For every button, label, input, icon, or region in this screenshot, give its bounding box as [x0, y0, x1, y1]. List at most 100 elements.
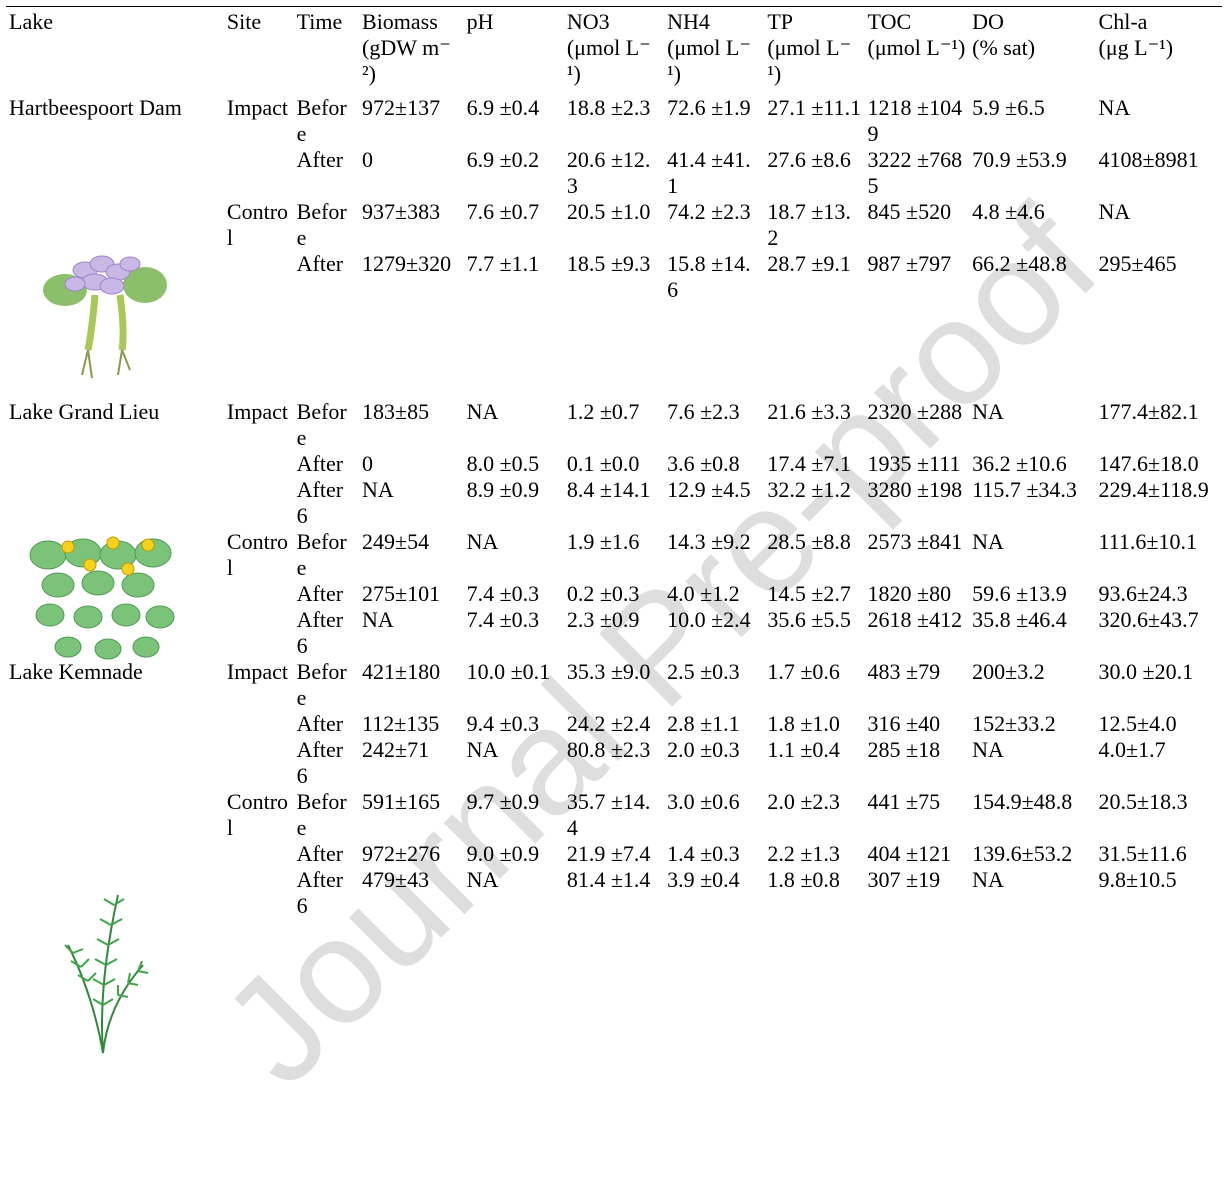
lake-name: Hartbeespoort Dam [9, 95, 182, 120]
value-cell: 5.9 ±6.5 [972, 95, 1045, 120]
plant-submerged [64, 894, 149, 1054]
value-cell: 441 ±75 [867, 789, 941, 814]
table-row: Control Before 591±165 9.7 ±0.9 35.7 ±14.4 3.… [6, 789, 1222, 841]
value-cell: 20.5±18.3 [1098, 789, 1188, 814]
value-cell: 17.4 ±7.1 [767, 451, 851, 476]
value-cell: 242±71 [362, 737, 430, 762]
value-cell: 154.9±48.8 [972, 789, 1073, 814]
value-cell: 93.6±24.3 [1098, 581, 1188, 606]
value-cell: 27.1 ±11.1 [767, 95, 862, 120]
value-cell: 10.0 ±2.4 [667, 607, 751, 632]
site-cell: Control [224, 199, 294, 251]
time-cell: After [296, 451, 344, 476]
lake-cell [6, 147, 224, 199]
time-cell: After 6 [296, 477, 344, 528]
value-cell: 479±43 [362, 867, 430, 892]
time-cell: Before [296, 529, 347, 580]
value-cell: 2573 ±841 [867, 529, 963, 554]
value-cell: 1.1 ±0.4 [767, 737, 840, 762]
value-cell: 74.2 ±2.3 [667, 199, 751, 224]
value-cell: 66.2 ±48.8 [972, 251, 1067, 276]
value-cell: 35.7 ±14.4 [566, 789, 651, 840]
column-header: NH4 (μmol L⁻¹) [664, 7, 764, 96]
value-cell: 316 ±40 [867, 711, 941, 736]
site-cell [224, 251, 294, 303]
value-cell: 4108±8981 [1098, 147, 1199, 172]
spacer-cell [6, 303, 1222, 399]
value-cell: 483 ±79 [867, 659, 941, 684]
value-cell: 10.0 ±0.1 [466, 659, 551, 684]
lake-cell [6, 789, 224, 841]
value-cell: 1.8 ±1.0 [767, 711, 840, 736]
site-cell [224, 477, 294, 529]
value-cell: 36.2 ±10.6 [972, 451, 1067, 476]
value-cell: 2.8 ±1.1 [667, 711, 740, 736]
value-cell: 147.6±18.0 [1098, 451, 1199, 476]
value-cell: 7.6 ±2.3 [667, 399, 740, 424]
site-name: Control [226, 199, 289, 250]
value-cell: NA [1098, 95, 1131, 120]
value-cell: 31.5±11.6 [1098, 841, 1187, 866]
value-cell: 3.0 ±0.6 [667, 789, 740, 814]
table-row: After 6 242±71 NA 80.8 ±2.3 2.0 ±0.3 1.1 ±0.4… [6, 737, 1222, 789]
column-unit: (μmol L⁻¹) [867, 35, 966, 60]
value-cell: 80.8 ±2.3 [566, 737, 651, 762]
value-cell: 35.6 ±5.5 [767, 607, 851, 632]
column-unit: (μmol L⁻¹) [767, 35, 852, 86]
table-row: After 6 NA 7.4 ±0.3 2.3 ±0.9 10.0 ±2.4 35.6 ±… [6, 607, 1222, 659]
column-unit: (μg L⁻¹) [1098, 35, 1174, 60]
lake-cell: Lake Kemnade [6, 659, 224, 711]
value-cell: 0.2 ±0.3 [566, 581, 640, 606]
site-cell [224, 867, 294, 919]
column-name: Site [226, 9, 262, 34]
value-cell: 2.0 ±2.3 [767, 789, 840, 814]
time-cell: After [296, 841, 344, 866]
column-name: TP [767, 9, 793, 34]
value-cell: 7.6 ±0.7 [466, 199, 540, 224]
site-cell: Impact [224, 659, 294, 711]
column-name: Time [296, 9, 343, 34]
site-cell: Impact [224, 95, 294, 147]
column-header: pH [464, 7, 564, 96]
value-cell: 1.4 ±0.3 [667, 841, 740, 866]
site-cell [224, 147, 294, 199]
value-cell: 229.4±118.9 [1098, 477, 1209, 502]
value-cell: 1.9 ±1.6 [566, 529, 640, 554]
site-name: Impact [226, 95, 288, 120]
value-cell: 111.6±10.1 [1098, 529, 1197, 554]
value-cell: 139.6±53.2 [972, 841, 1073, 866]
lake-cell [6, 711, 224, 737]
value-cell: 987 ±797 [867, 251, 952, 276]
time-cell: Before [296, 659, 347, 710]
value-cell: 295±465 [1098, 251, 1177, 276]
site-cell [224, 841, 294, 867]
lake-cell [6, 451, 224, 477]
site-name: Impact [226, 399, 288, 424]
time-cell: After 6 [296, 867, 344, 918]
value-cell: NA [466, 737, 499, 762]
table-row: Control Before 249±54 NA 1.9 ±1.6 14.3 ±9.2 28… [6, 529, 1222, 581]
table-row: Lake Kemnade Impact Before 421±180 10.0 ±0.1… [6, 659, 1222, 711]
time-cell: Before [296, 789, 347, 840]
value-cell: 249±54 [362, 529, 430, 554]
value-cell: 28.5 ±8.8 [767, 529, 851, 554]
table-row: After 6 479±43 NA 81.4 ±1.4 3.9 ±0.4 1.8 ±0.8… [6, 867, 1222, 919]
plant-hyacinth [43, 255, 167, 379]
value-cell: 12.9 ±4.5 [667, 477, 751, 502]
time-cell: After [296, 147, 344, 172]
lake-name: Lake Kemnade [9, 659, 143, 684]
value-cell: 972±137 [362, 95, 441, 120]
value-cell: 1279±320 [362, 251, 452, 276]
value-cell: 41.4 ±41.1 [667, 147, 751, 198]
value-cell: 30.0 ±20.1 [1098, 659, 1194, 684]
column-name: Chl-a [1098, 9, 1148, 34]
site-cell: Control [224, 789, 294, 841]
value-cell: 152±33.2 [972, 711, 1056, 736]
site-name: Impact [226, 659, 288, 684]
table-row: After 972±276 9.0 ±0.9 21.9 ±7.4 1.4 ±0.3 2.2… [6, 841, 1222, 867]
value-cell: 9.8±10.5 [1098, 867, 1177, 892]
value-cell: 0 [362, 147, 374, 172]
value-cell: 9.0 ±0.9 [466, 841, 540, 866]
value-cell: 972±276 [362, 841, 441, 866]
